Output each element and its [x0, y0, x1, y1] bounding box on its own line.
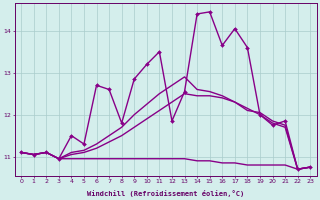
X-axis label: Windchill (Refroidissement éolien,°C): Windchill (Refroidissement éolien,°C) — [87, 190, 244, 197]
